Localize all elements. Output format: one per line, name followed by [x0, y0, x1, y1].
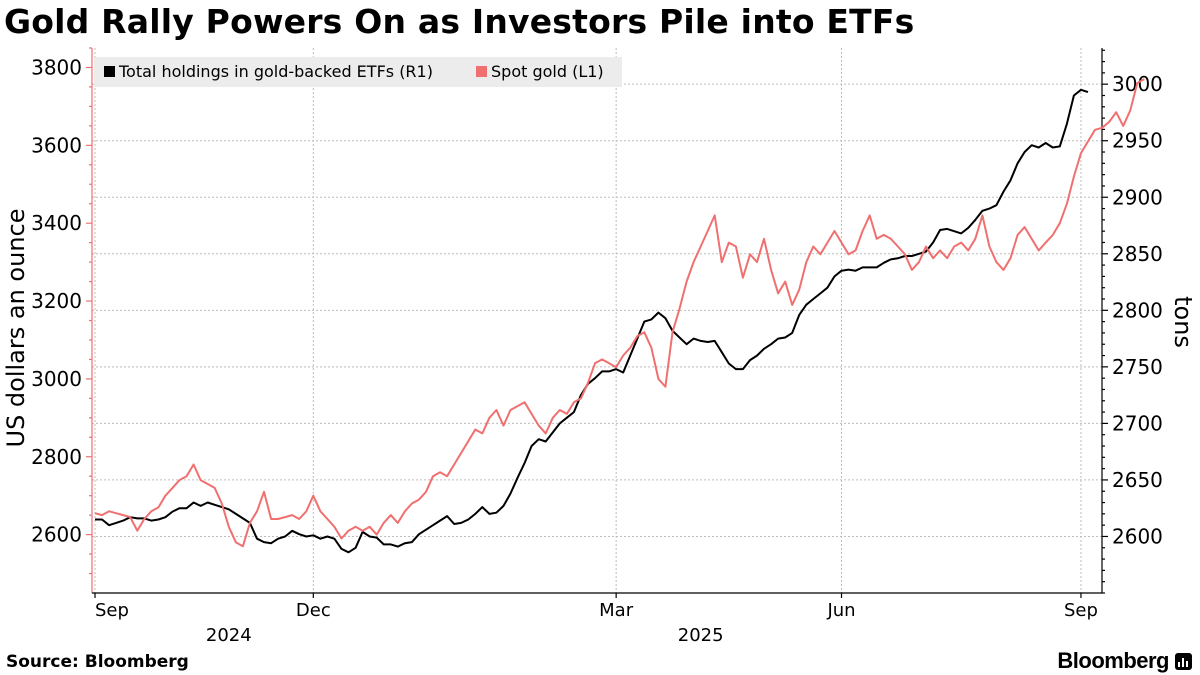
- right-tick-label: 2650: [1112, 468, 1163, 492]
- left-tick-label: 3400: [31, 211, 82, 235]
- axes: 2600 2800 3000 3200 3400 3600 3800 2600 2650 2700…: [31, 47, 1163, 646]
- etf-holdings-line: [95, 88, 1089, 554]
- legend-label-etf: Total holdings in gold-backed ETFs (R1): [118, 62, 433, 81]
- right-tick-label: 2800: [1112, 298, 1163, 322]
- right-tick-label: 2750: [1112, 355, 1163, 379]
- legend-swatch-etf: [104, 66, 115, 77]
- right-tick-label: 2950: [1112, 129, 1163, 153]
- left-tick-label: 3000: [31, 367, 82, 391]
- x-year-label: 2024: [206, 625, 252, 646]
- left-tick-label: 2600: [31, 523, 82, 547]
- right-tick-label: 2850: [1112, 242, 1163, 266]
- legend-label-spot: Spot gold (L1): [491, 62, 604, 81]
- right-axis-title: tons: [1169, 296, 1197, 348]
- x-tick-label: Dec: [296, 600, 331, 621]
- right-tick-label: 2900: [1112, 185, 1163, 209]
- left-tick-label: 2800: [31, 445, 82, 469]
- right-tick-label: 2700: [1112, 411, 1163, 435]
- x-tick-label: Sep: [1064, 600, 1098, 621]
- terminal-icon: [1175, 652, 1192, 670]
- brand-logo: Bloomberg: [1057, 648, 1192, 674]
- legend-background: [94, 57, 622, 87]
- left-tick-label: 3200: [31, 289, 82, 313]
- legend-swatch-spot: [476, 66, 487, 77]
- series-lines: [94, 78, 1145, 554]
- x-tick-label: Mar: [599, 600, 634, 621]
- legend: Total holdings in gold-backed ETFs (R1) …: [94, 57, 622, 87]
- left-axis-title: US dollars an ounce: [2, 208, 30, 447]
- right-tick-label: 2600: [1112, 524, 1163, 548]
- left-tick-label: 3600: [31, 133, 82, 157]
- x-year-label: 2025: [678, 625, 724, 646]
- brand-name: Bloomberg: [1057, 648, 1169, 673]
- x-tick-label: Sep: [95, 600, 129, 621]
- x-tick-label: Jun: [826, 600, 855, 621]
- spot-gold-line: [94, 78, 1145, 548]
- source-note: Source: Bloomberg: [6, 652, 189, 672]
- gridlines: [92, 48, 1102, 593]
- chart-title: Gold Rally Powers On as Investors Pile i…: [4, 2, 915, 41]
- left-tick-label: 3800: [31, 55, 82, 79]
